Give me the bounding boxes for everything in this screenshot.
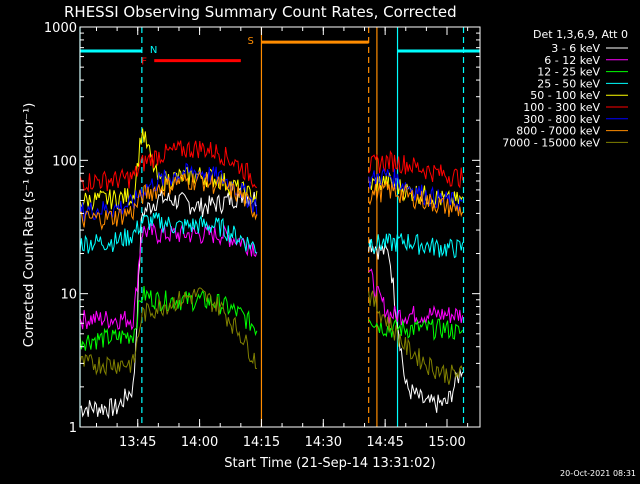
legend-entry-label: 100 - 300 keV — [523, 101, 600, 114]
flag-label-f: F — [141, 57, 147, 68]
series-line — [368, 290, 464, 385]
chart-title: RHESSI Observing Summary Count Rates, Co… — [64, 3, 457, 21]
y-tick-label: 1000 — [44, 21, 77, 36]
legend-entry-label: 800 - 7000 keV — [516, 125, 600, 138]
series-line — [79, 170, 258, 231]
plot-frame — [79, 26, 481, 428]
data-layer — [79, 128, 464, 420]
legend-entry-label: 7000 - 15000 keV — [502, 136, 600, 149]
x-tick-label: 14:00 — [181, 435, 218, 450]
flag-label-s: S — [247, 36, 253, 47]
timestamp-label: 20-Oct-2021 08:31 — [560, 469, 636, 478]
series-line — [368, 150, 464, 189]
legend-entry-label: 3 - 6 keV — [551, 42, 600, 55]
x-axis-label: Start Time (21-Sep-14 13:31:02) — [224, 456, 435, 471]
legend-entry-label: 50 - 100 keV — [530, 89, 600, 102]
y-tick-label: 100 — [52, 154, 77, 169]
axes-layer: 13:45 14:00 14:15 14:30 14:45 15:00 1 10 100 1000 — [44, 21, 481, 450]
x-tick-label: 14:30 — [305, 435, 342, 450]
series-line — [368, 318, 464, 341]
x-tick-label: 14:45 — [366, 435, 403, 450]
series-line — [368, 167, 463, 212]
legend-title: Det 1,3,6,9, Att 0 — [533, 28, 628, 41]
series-line — [79, 187, 258, 420]
series-line — [368, 268, 464, 326]
legend-entry-label: 6 - 12 keV — [544, 54, 600, 67]
series-line — [79, 139, 258, 193]
series-line — [79, 212, 258, 254]
legend-entry-label: 25 - 50 keV — [537, 77, 600, 90]
flag-layer: NF S — [79, 27, 480, 427]
y-tick-label: 1 — [69, 421, 77, 436]
y-tick-label: 10 — [60, 288, 77, 303]
legend-entry-label: 12 - 25 keV — [537, 66, 600, 79]
series-line — [368, 233, 464, 259]
series-line — [368, 239, 464, 413]
series-line — [368, 181, 464, 218]
legend-entry-label: 300 - 800 keV — [523, 113, 600, 126]
flag-label-n: N — [150, 45, 157, 56]
series-line — [79, 287, 257, 377]
y-axis-label: Corrected Count Rate (s⁻¹ detector⁻¹) — [22, 103, 37, 348]
x-tick-label: 13:45 — [119, 435, 156, 450]
x-tick-label: 15:00 — [428, 435, 465, 450]
x-tick-label: 14:15 — [243, 435, 280, 450]
